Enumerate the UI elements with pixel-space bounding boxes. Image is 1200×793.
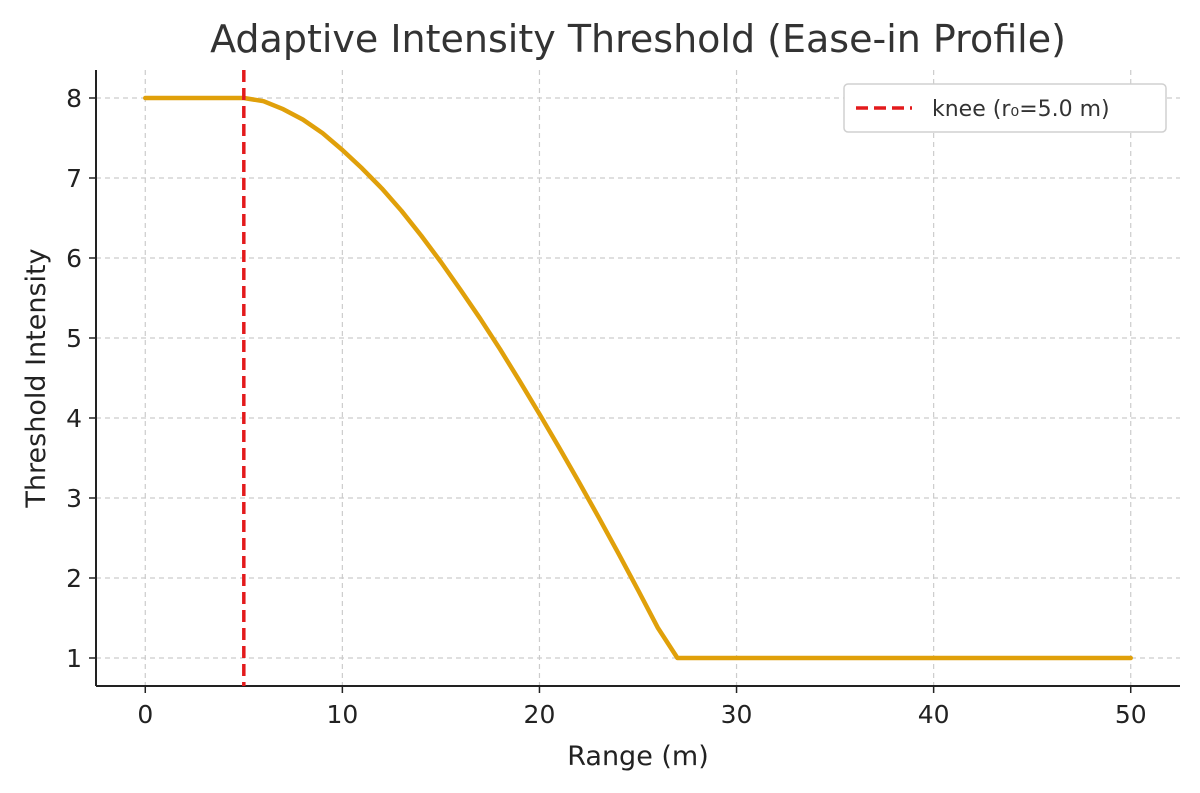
legend-label: knee (r₀=5.0 m) xyxy=(932,97,1110,122)
legend: knee (r₀=5.0 m) xyxy=(843,83,1167,133)
axes xyxy=(89,70,1180,693)
x-tick-label: 50 xyxy=(1115,700,1147,729)
y-tick-label: 8 xyxy=(66,84,82,113)
threshold-curve xyxy=(143,95,1133,661)
y-tick-label: 7 xyxy=(66,164,82,193)
y-tick-label: 6 xyxy=(66,244,82,273)
x-tick-label: 40 xyxy=(918,700,950,729)
chart-title: Adaptive Intensity Threshold (Ease-in Pr… xyxy=(210,17,1066,61)
x-tick-label: 30 xyxy=(721,700,753,729)
x-tick-label: 20 xyxy=(524,700,556,729)
tick-labels: 0 10 20 30 40 50 1 2 3 4 5 6 7 8 xyxy=(66,84,1147,729)
y-tick-label: 2 xyxy=(66,564,82,593)
series xyxy=(143,70,1133,686)
legend-box xyxy=(843,83,1167,133)
y-tick-label: 1 xyxy=(66,644,82,673)
y-tick-label: 4 xyxy=(66,404,82,433)
x-axis-label: Range (m) xyxy=(567,741,709,772)
y-axis-label: Threshold Intensity xyxy=(21,248,52,508)
x-tick-label: 10 xyxy=(326,700,358,729)
x-tick-label: 0 xyxy=(137,700,153,729)
y-tick-label: 3 xyxy=(66,484,82,513)
y-tick-label: 5 xyxy=(66,324,82,353)
